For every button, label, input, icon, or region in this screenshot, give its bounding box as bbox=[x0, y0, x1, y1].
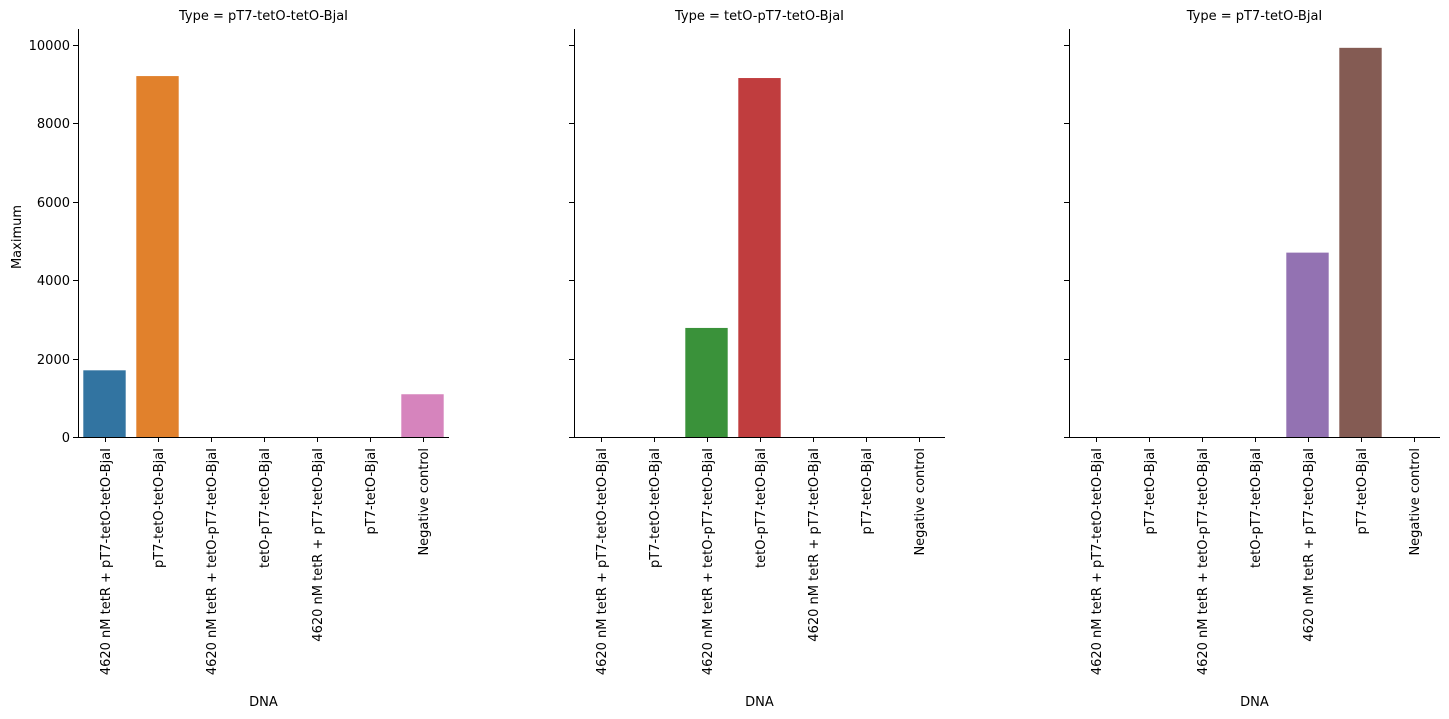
x-tick-label: 4620 nM tetR + pT7-tetO-BjaI bbox=[1302, 448, 1317, 642]
bar-1 bbox=[83, 370, 126, 437]
bar-6 bbox=[1339, 47, 1382, 437]
y-tick-label: 8000 bbox=[37, 117, 70, 132]
x-tick-label: pT7-tetO-tetO-BjaI bbox=[648, 448, 663, 568]
x-tick-label: pT7-tetO-tetO-BjaI bbox=[152, 448, 167, 568]
x-tick-label: 4620 nM tetR + pT7-tetO-BjaI bbox=[807, 448, 822, 642]
x-tick-label: Negative control bbox=[417, 448, 432, 556]
y-tick-label: 10000 bbox=[29, 39, 70, 54]
y-tick-label: 2000 bbox=[37, 353, 70, 368]
x-tick-label: tetO-pT7-tetO-BjaI bbox=[258, 448, 273, 568]
x-tick-label: Negative control bbox=[913, 448, 928, 556]
panel-title: Type = pT7-tetO-tetO-BjaI bbox=[178, 9, 348, 24]
x-tick-label: pT7-tetO-BjaI bbox=[1355, 448, 1370, 535]
bar-4 bbox=[738, 78, 781, 437]
y-axis-label: Maximum bbox=[10, 205, 25, 269]
x-tick-label: tetO-pT7-tetO-BjaI bbox=[754, 448, 769, 568]
x-tick-label: pT7-tetO-BjaI bbox=[860, 448, 875, 535]
bar-7 bbox=[401, 394, 444, 437]
x-tick-label: tetO-pT7-tetO-BjaI bbox=[1249, 448, 1264, 568]
x-tick-label: 4620 nM tetR + pT7-tetO-tetO-BjaI bbox=[99, 448, 114, 675]
x-axis-label: DNA bbox=[745, 695, 774, 710]
x-tick-label: 4620 nM tetR + pT7-tetO-tetO-BjaI bbox=[1090, 448, 1105, 675]
bar-5 bbox=[1286, 252, 1329, 437]
x-tick-label: 4620 nM tetR + pT7-tetO-tetO-BjaI bbox=[595, 448, 610, 675]
x-axis-label: DNA bbox=[249, 695, 278, 710]
bar-3 bbox=[685, 327, 728, 437]
x-tick-label: pT7-tetO-BjaI bbox=[364, 448, 379, 535]
x-tick-label: Negative control bbox=[1408, 448, 1423, 556]
x-tick-label: pT7-tetO-BjaI bbox=[1143, 448, 1158, 535]
x-tick-label: 4620 nM tetR + tetO-pT7-tetO-BjaI bbox=[701, 448, 716, 675]
panel-title: Type = tetO-pT7-tetO-BjaI bbox=[674, 9, 844, 24]
panel-title: Type = pT7-tetO-BjaI bbox=[1186, 9, 1323, 24]
y-tick-label: 4000 bbox=[37, 274, 70, 289]
y-tick-label: 0 bbox=[62, 431, 70, 446]
chart-panel-1: Type = pT7-tetO-tetO-BjaI 0 2000 4000 6000 80… bbox=[10, 9, 449, 710]
y-tick-label: 6000 bbox=[37, 196, 70, 211]
chart-panel-3: Type = pT7-tetO-BjaI 4620 nM tetR + pT7-t… bbox=[1064, 9, 1440, 710]
x-tick-label: 4620 nM tetR + tetO-pT7-tetO-BjaI bbox=[1196, 448, 1211, 675]
x-tick-label: 4620 nM tetR + pT7-tetO-BjaI bbox=[311, 448, 326, 642]
x-tick-label: 4620 nM tetR + tetO-pT7-tetO-BjaI bbox=[205, 448, 220, 675]
x-axis-label: DNA bbox=[1240, 695, 1269, 710]
chart-panel-2: Type = tetO-pT7-tetO-BjaI 4620 nM tetR + … bbox=[569, 9, 945, 710]
bar-2 bbox=[136, 76, 179, 437]
